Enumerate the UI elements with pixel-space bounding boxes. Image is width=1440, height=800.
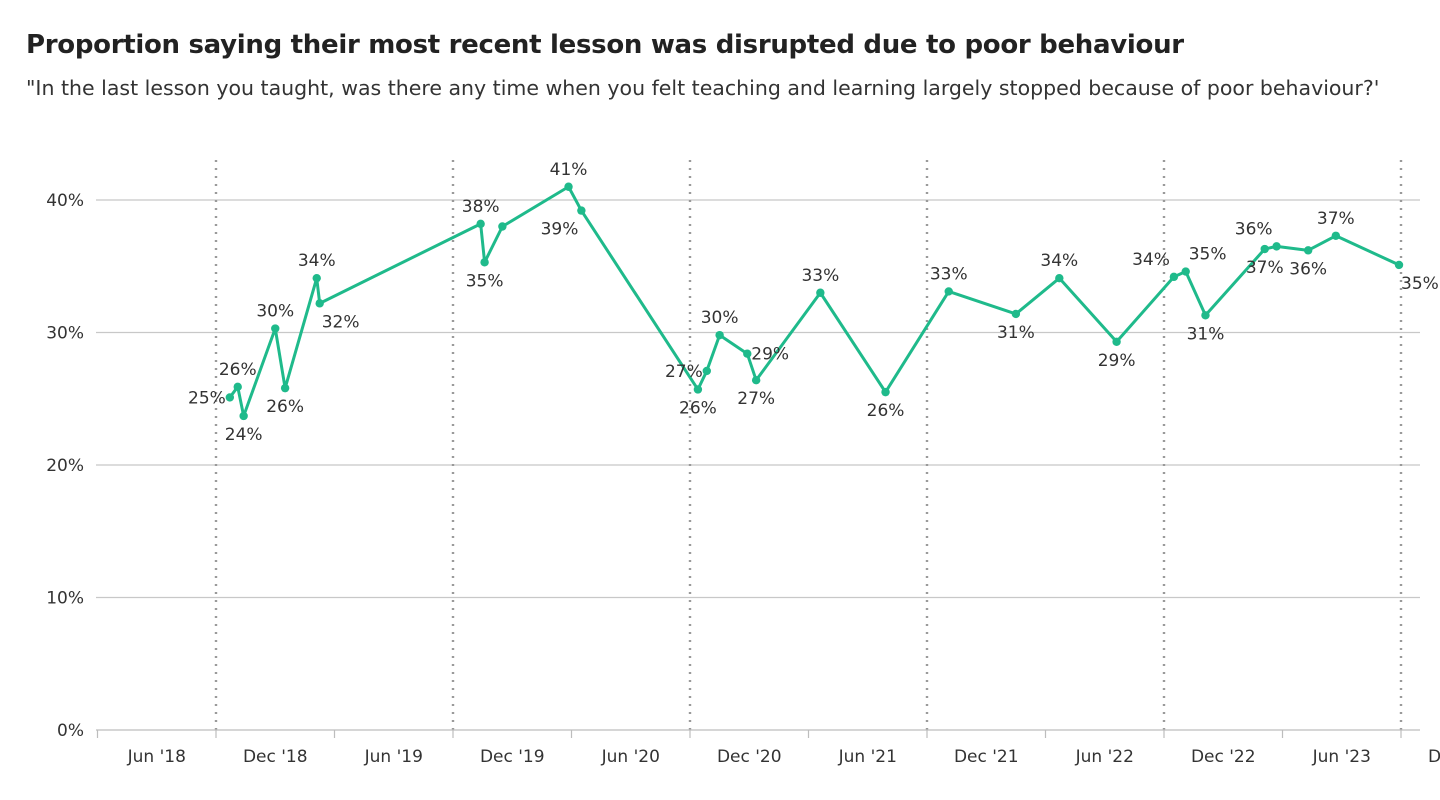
- data-point: [312, 273, 321, 283]
- data-point: [743, 349, 752, 358]
- data-label: 36%: [1289, 259, 1327, 279]
- data-point: [1303, 246, 1313, 255]
- data-label: 26%: [867, 401, 905, 421]
- x-tick-label: Jun '20: [601, 747, 660, 767]
- data-label: 30%: [701, 308, 739, 328]
- data-label: 25%: [188, 388, 226, 408]
- data-point: [1272, 242, 1281, 251]
- data-label: 37%: [1317, 209, 1355, 229]
- x-tick-label: Dec '21: [954, 747, 1019, 767]
- data-label: 31%: [997, 323, 1035, 343]
- data-label: 39%: [541, 220, 579, 240]
- data-label: 34%: [1132, 250, 1170, 270]
- y-tick-label: 30%: [46, 324, 84, 344]
- data-label: 32%: [322, 312, 360, 332]
- y-tick-label: 20%: [46, 456, 84, 476]
- x-tick-label: Dec '18: [243, 747, 308, 767]
- data-point: [577, 206, 586, 215]
- data-point: [315, 299, 324, 308]
- data-point: [881, 387, 890, 397]
- data-label: 29%: [751, 345, 789, 365]
- x-tick-label: Jun '18: [127, 747, 186, 767]
- data-point: [944, 287, 953, 296]
- data-point: [1055, 273, 1064, 283]
- data-point: [233, 382, 242, 392]
- data-label: 26%: [679, 398, 717, 418]
- x-tick-label: Jun '21: [838, 747, 897, 767]
- data-point: [498, 222, 507, 231]
- data-label: 26%: [219, 360, 257, 380]
- data-label: 35%: [1401, 274, 1439, 294]
- data-point: [715, 330, 724, 340]
- series-line: [228, 185, 1401, 418]
- data-point: [1112, 337, 1121, 346]
- gridlines: [96, 199, 1420, 599]
- data-point: [1394, 260, 1404, 270]
- data-point: [751, 376, 761, 385]
- data-label: 37%: [1246, 258, 1284, 278]
- data-point: [1201, 311, 1210, 320]
- x-tick-label: Dec '23: [1428, 747, 1440, 767]
- data-label: 27%: [737, 389, 775, 409]
- x-tick-label: Dec '20: [717, 747, 782, 767]
- data-label: 27%: [665, 362, 703, 382]
- data-point: [280, 383, 290, 393]
- data-point: [476, 219, 485, 229]
- data-point: [1181, 267, 1190, 276]
- data-point: [480, 258, 489, 267]
- x-tick-label: Jun '22: [1075, 747, 1134, 767]
- y-tick-label: 10%: [46, 589, 84, 609]
- data-label: 33%: [801, 266, 839, 286]
- data-label: 30%: [256, 302, 294, 322]
- y-tick-label: 0%: [57, 721, 84, 741]
- y-axis-ticks: 0% 10% 20% 30% 40%: [46, 191, 84, 741]
- data-label: 34%: [1040, 251, 1078, 271]
- data-label: 26%: [266, 397, 304, 417]
- data-point: [1331, 231, 1341, 240]
- data-point: [693, 385, 703, 394]
- data-label: 36%: [1235, 219, 1273, 239]
- x-axis: Jun '18 Dec '18 Jun '19 Dec '19 Jun '20 Dec '…: [96, 729, 1440, 767]
- data-label: 35%: [466, 271, 504, 291]
- data-point: [1011, 309, 1021, 319]
- x-tick-label: Dec '22: [1191, 747, 1256, 767]
- data-label: 41%: [550, 160, 588, 180]
- data-point: [564, 182, 573, 191]
- x-tick-label: Jun '23: [1312, 747, 1371, 767]
- data-point: [702, 366, 711, 376]
- data-label: 35%: [1189, 245, 1227, 265]
- data-labels: 25%26%24%30%26%34%32%38%35%41%39%26%27%3…: [188, 160, 1439, 445]
- chart-subtitle: "In the last lesson you taught, was ther…: [26, 76, 1380, 100]
- series-layer: [225, 182, 1404, 421]
- data-label: 24%: [225, 425, 263, 445]
- data-label: 38%: [462, 197, 500, 217]
- data-point: [225, 393, 235, 402]
- x-tick-label: Dec '19: [480, 747, 545, 767]
- data-point: [816, 288, 825, 297]
- data-label: 34%: [298, 251, 336, 271]
- data-point: [239, 411, 248, 421]
- data-label: 31%: [1187, 324, 1225, 344]
- chart-title: Proportion saying their most recent less…: [26, 30, 1184, 60]
- data-point: [271, 324, 280, 333]
- data-point: [1260, 244, 1269, 254]
- y-tick-label: 40%: [46, 191, 84, 211]
- data-label: 29%: [1098, 351, 1136, 371]
- x-tick-label: Jun '19: [364, 747, 423, 767]
- data-label: 33%: [930, 264, 968, 284]
- data-point: [1169, 272, 1179, 282]
